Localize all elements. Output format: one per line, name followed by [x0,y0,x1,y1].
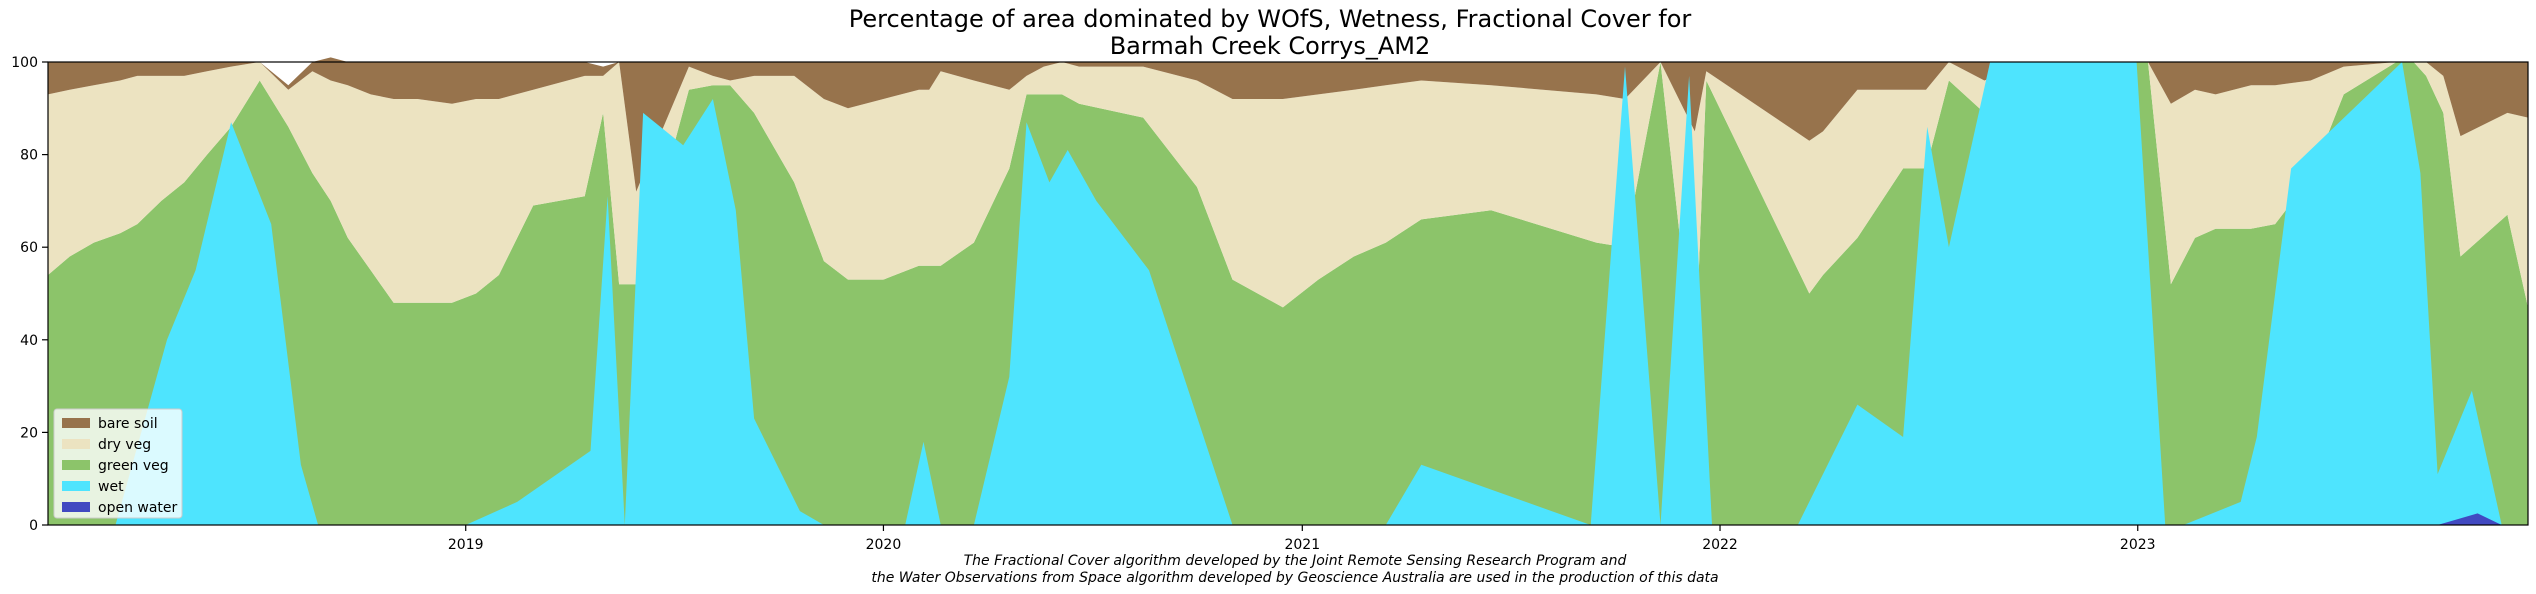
x-axis: 2019 2020 2021 2022 2023 [448,525,2156,553]
legend-swatch [62,439,90,449]
y-tick-label: 20 [20,425,38,441]
area-wet-overlay [48,62,2502,525]
x-tick-label: 2019 [448,537,484,553]
caption-line1: The Fractional Cover algorithm developed… [964,553,1627,569]
legend-swatch [62,481,90,491]
legend-swatch [62,460,90,470]
overlay-areas [48,62,2502,525]
legend: bare soil dry veg green veg wet open water [53,408,183,519]
legend-label: open water [98,500,178,516]
plot-frame [47,61,2529,526]
plot-area [47,57,2529,526]
chart-title-line1: Percentage of area dominated by WOfS, We… [849,5,1692,33]
x-tick-label: 2022 [1702,537,1738,553]
y-axis: 0 20 40 60 80 100 [11,55,48,534]
legend-swatch [62,418,90,428]
y-tick-label: 80 [20,148,38,164]
legend-swatch [62,502,90,512]
y-tick-label: 0 [29,518,38,534]
area-open-water-overlay [2437,513,2502,525]
chart-title-line2: Barmah Creek Corrys_AM2 [1110,32,1431,60]
area-bare-soil [48,57,2528,192]
y-tick-label: 40 [20,333,38,349]
caption-line2: the Water Observations from Space algori… [871,570,1718,586]
y-tick-label: 60 [20,240,38,256]
legend-label: bare soil [98,416,158,432]
legend-label: wet [98,479,124,495]
x-tick-label: 2021 [1284,537,1320,553]
y-tick-label: 100 [11,55,38,71]
legend-label: dry veg [98,437,151,453]
x-tick-label: 2020 [866,537,902,553]
legend-label: green veg [98,458,169,474]
x-tick-label: 2023 [2120,537,2156,553]
